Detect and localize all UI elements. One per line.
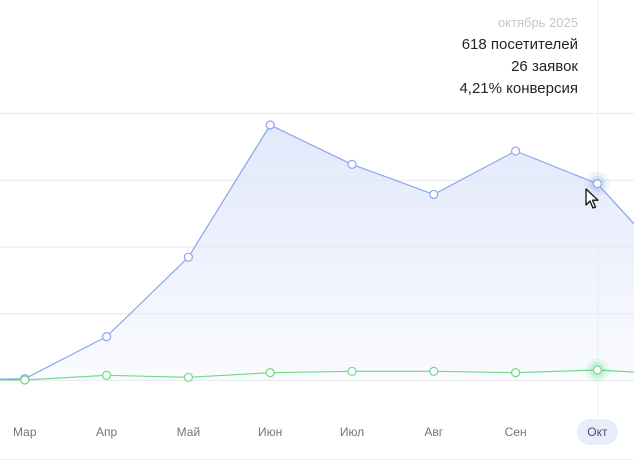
mouse-pointer-icon [585, 188, 599, 209]
series-1-point [347, 366, 357, 376]
series-1-point [101, 370, 112, 380]
series-1-point [265, 368, 275, 378]
x-tick-label: Июл [339, 425, 365, 439]
x-tick-label[interactable]: Окт [577, 419, 618, 445]
chart-tooltip: октябрь 2025 618 посетителей 26 заявок 4… [459, 12, 578, 100]
tooltip-conversion: 4,21% конверсия [459, 80, 578, 97]
x-axis-labels: Мар Апр Май Июн Июл Авг Сен Окт [0, 419, 634, 445]
x-tick-label: Апр [96, 425, 118, 439]
series-0-line [0, 124, 634, 380]
series-0-point [592, 179, 603, 189]
series-1-point [510, 368, 521, 378]
series-1-point [20, 375, 30, 385]
series-1-line [0, 369, 634, 381]
series-1-point [429, 366, 439, 376]
tooltip-date: октябрь 2025 [497, 15, 578, 30]
x-tick-label: Сен [504, 425, 527, 439]
x-tick-label: Авг [424, 425, 444, 439]
series-0-point [429, 189, 439, 200]
series-0-area [0, 125, 634, 380]
x-tick-label: Мар [13, 425, 37, 439]
series-0-point [265, 120, 275, 130]
tooltip-visitors: 618 посетителей [461, 36, 578, 53]
series-1-point [183, 372, 193, 382]
x-tick-label: Май [176, 425, 201, 439]
series-0-point [183, 252, 193, 262]
x-tick-label: Июн [258, 425, 283, 439]
series-1-point [592, 365, 603, 375]
series-0-point [347, 159, 357, 169]
series-0-point [510, 146, 521, 156]
tooltip-leads: 26 заявок [511, 58, 578, 75]
series-0-point [101, 332, 112, 342]
